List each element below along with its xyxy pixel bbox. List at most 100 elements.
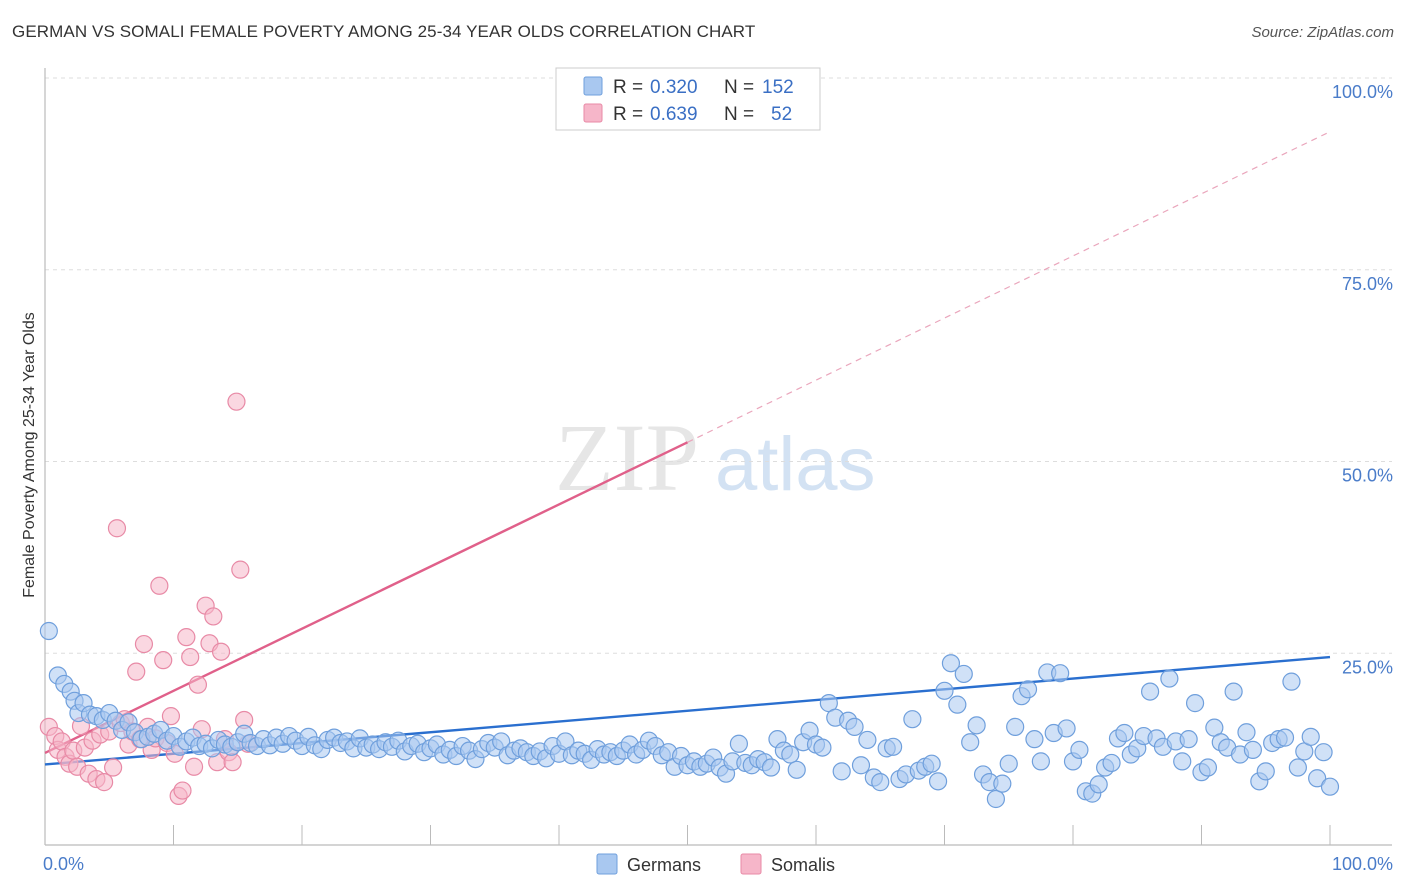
somalis-point	[204, 607, 223, 626]
germans-point	[948, 695, 967, 714]
y-axis-label: Female Poverty Among 25-34 Year Olds	[21, 312, 38, 598]
somalis-n-value: 52	[771, 104, 792, 125]
germans-point	[935, 681, 954, 700]
germans-point	[967, 716, 986, 735]
source-label: Source: ZipAtlas.com	[1251, 24, 1394, 41]
germans-point	[1115, 723, 1134, 743]
germans-point	[986, 789, 1006, 809]
germans-r-label: R =	[613, 77, 643, 98]
somalis-point	[161, 707, 181, 726]
germans-point	[1301, 727, 1320, 746]
somalis-point	[104, 758, 123, 777]
y-tick-label-50: 50.0%	[1342, 466, 1393, 486]
germans-series-swatch	[596, 853, 618, 875]
germans-point	[1160, 669, 1179, 688]
germans-point	[781, 745, 800, 764]
germans-legend-swatch	[583, 76, 603, 96]
germans-point	[813, 738, 832, 757]
germans-point	[871, 773, 890, 792]
watermark-atlas: atlas	[715, 422, 876, 507]
somalis-point	[150, 576, 169, 595]
somalis-point	[181, 647, 200, 667]
germans-point	[1237, 723, 1256, 742]
y-tick-label-100: 100.0%	[1332, 82, 1393, 102]
germans-point	[858, 730, 877, 750]
germans-point	[941, 654, 961, 673]
somalis-point	[177, 628, 196, 647]
germans-point	[1173, 752, 1192, 771]
germans-point	[903, 710, 922, 729]
germans-point	[1288, 758, 1307, 777]
germans-point	[961, 733, 980, 752]
germans-point	[999, 754, 1018, 773]
germans-point	[1051, 664, 1070, 683]
germans-point	[39, 621, 58, 641]
somalis-legend-swatch	[583, 103, 603, 123]
germans-point	[832, 762, 851, 781]
somalis-point	[154, 651, 173, 670]
germans-n-value: 152	[762, 77, 794, 98]
germans-point	[1320, 777, 1340, 796]
germans-point	[1031, 752, 1050, 771]
germans-n-label: N =	[724, 77, 754, 98]
germans-point	[1185, 694, 1205, 713]
germans-point	[922, 754, 941, 773]
somalis-trend-extension	[687, 131, 1331, 443]
germans-point	[851, 756, 871, 775]
germans-point	[1018, 680, 1038, 699]
somalis-point	[127, 662, 146, 681]
germans-point	[761, 758, 781, 777]
germans-points	[39, 621, 1340, 809]
x-tick-label-min: 0.0%	[43, 854, 84, 874]
somalis-point	[227, 392, 246, 411]
tick-labels: 100.0% 75.0% 50.0% 25.0% 0.0% 100.0%	[43, 82, 1393, 874]
germans-point	[954, 664, 973, 684]
series-legend: Germans Somalis	[596, 853, 835, 875]
germans-point	[1179, 730, 1198, 749]
x-tick-label-max: 100.0%	[1332, 854, 1393, 874]
germans-point	[1314, 743, 1333, 762]
somalis-point	[188, 675, 208, 694]
somalis-point	[134, 634, 154, 654]
watermark-zip: ZIP	[555, 404, 699, 511]
germans-point	[1308, 769, 1327, 788]
somalis-r-label: R =	[613, 104, 643, 125]
germans-point	[883, 737, 903, 756]
somalis-point	[184, 757, 204, 776]
germans-point	[1224, 682, 1243, 701]
somalis-n-label: N =	[724, 104, 754, 125]
germans-point	[1025, 730, 1044, 749]
germans-point	[1006, 717, 1025, 736]
germans-point	[1275, 728, 1295, 747]
germans-series-label: Germans	[627, 855, 701, 875]
somalis-point	[173, 781, 192, 800]
germans-point	[729, 734, 749, 753]
somalis-point	[211, 642, 231, 661]
germans-point	[928, 772, 948, 791]
germans-point	[1243, 740, 1263, 759]
germans-point	[845, 717, 864, 736]
somalis-points	[39, 392, 258, 806]
germans-point	[1140, 682, 1160, 701]
somalis-point	[231, 560, 250, 579]
germans-point	[1198, 758, 1218, 777]
somalis-point	[107, 519, 127, 538]
germans-point	[1057, 719, 1076, 738]
chart-title: GERMAN VS SOMALI FEMALE POVERTY AMONG 25…	[12, 22, 756, 41]
somalis-series-label: Somalis	[771, 855, 835, 875]
germans-point	[1282, 672, 1301, 691]
axes	[44, 68, 1392, 846]
germans-point	[993, 774, 1012, 793]
somalis-point	[95, 773, 114, 792]
germans-point	[1256, 762, 1275, 781]
germans-point	[787, 760, 806, 779]
y-tick-label-75: 75.0%	[1342, 274, 1393, 294]
somalis-point	[223, 753, 242, 772]
germans-point	[1089, 775, 1108, 794]
stats-legend: R = 0.320 N = 152 R = 0.639 N = 52	[555, 67, 821, 131]
germans-point	[1102, 753, 1121, 773]
germans-point	[1070, 740, 1089, 759]
somalis-r-value: 0.639	[650, 104, 698, 125]
germans-r-value: 0.320	[650, 77, 698, 98]
